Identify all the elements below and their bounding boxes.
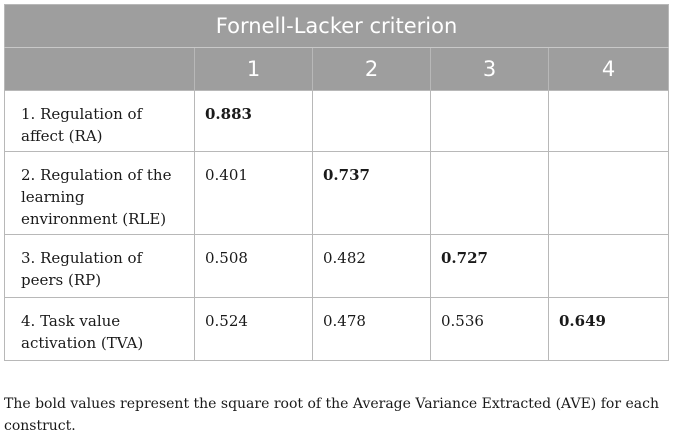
cell-rle-4 — [547, 151, 670, 235]
table-row: 3. Regulation of peers (RP) 0.508 0.482 … — [4, 234, 670, 298]
cell-rle-2: 0.737 — [312, 151, 431, 235]
row-label-ra: 1. Regulation of affect (RA) — [4, 90, 195, 152]
column-header-4: 4 — [547, 47, 670, 91]
table-title-row: Fornell-Lacker criterion — [3, 4, 670, 48]
column-header-1: 1 — [194, 47, 313, 91]
cell-rle-1: 0.401 — [194, 151, 313, 235]
cell-rp-4 — [547, 234, 670, 298]
cell-rp-1: 0.508 — [194, 234, 313, 298]
cell-ra-3 — [430, 90, 549, 152]
table-row: 4. Task value activation (TVA) 0.524 0.4… — [4, 297, 670, 361]
row-label-tva: 4. Task value activation (TVA) — [4, 297, 195, 361]
table-row: 2. Regulation of the learning environmen… — [4, 151, 670, 235]
cell-tva-4: 0.649 — [547, 297, 670, 361]
cell-tva-1: 0.524 — [194, 297, 313, 361]
table-row: 1. Regulation of affect (RA) 0.883 — [4, 90, 670, 152]
cell-ra-1: 0.883 — [194, 90, 313, 152]
row-label-rle: 2. Regulation of the learning environmen… — [4, 151, 195, 235]
cell-ra-2 — [312, 90, 431, 152]
column-header-3: 3 — [430, 47, 549, 91]
cell-rle-3 — [430, 151, 549, 235]
column-header-row: 1 2 3 4 — [4, 47, 670, 91]
cell-tva-2: 0.478 — [312, 297, 431, 361]
cell-tva-3: 0.536 — [430, 297, 549, 361]
column-header-blank — [4, 47, 195, 91]
cell-rp-3: 0.727 — [430, 234, 549, 298]
table-title: Fornell-Lacker criterion — [3, 4, 670, 48]
fornell-lacker-table: Fornell-Lacker criterion 1 2 3 4 1. Regu… — [3, 4, 670, 361]
column-header-2: 2 — [312, 47, 431, 91]
cell-rp-2: 0.482 — [312, 234, 431, 298]
row-label-rp: 3. Regulation of peers (RP) — [4, 234, 195, 298]
cell-ra-4 — [547, 90, 670, 152]
table-footnote: The bold values represent the square roo… — [4, 396, 659, 434]
